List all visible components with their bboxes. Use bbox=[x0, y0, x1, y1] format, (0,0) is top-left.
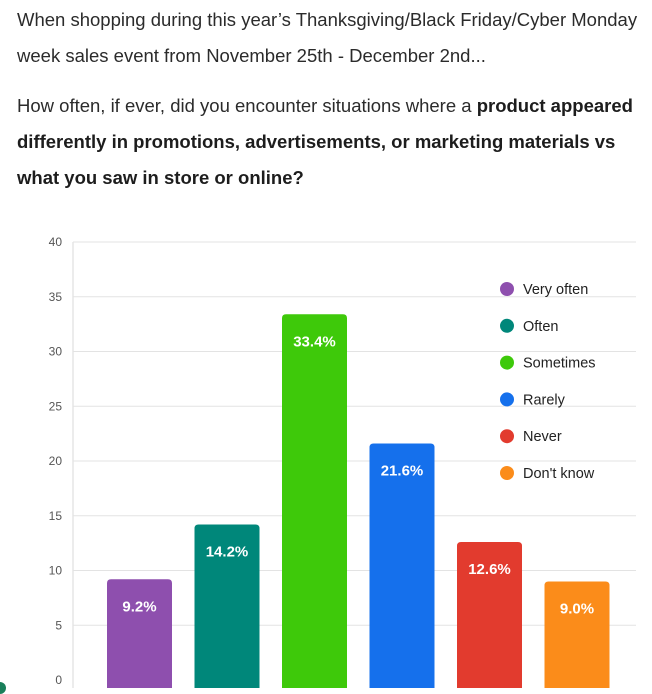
bar-don-t-know bbox=[544, 581, 610, 688]
question-prefix: How often, if ever, did you encounter si… bbox=[17, 95, 477, 116]
y-tick-label: 35 bbox=[49, 290, 63, 304]
legend-label: Sometimes bbox=[523, 356, 596, 372]
y-tick-label: 30 bbox=[49, 345, 63, 359]
y-tick-label: 10 bbox=[49, 564, 63, 578]
bar-often bbox=[194, 524, 260, 688]
bar-rarely bbox=[369, 443, 435, 688]
legend-swatch bbox=[500, 282, 514, 296]
data-label: 9.2% bbox=[122, 598, 156, 615]
bar-never bbox=[457, 542, 522, 688]
data-label: 33.4% bbox=[293, 333, 336, 350]
y-tick-label: 40 bbox=[49, 235, 63, 249]
question-bold: product appeared differently in promotio… bbox=[17, 95, 633, 188]
y-tick-label: 20 bbox=[49, 454, 63, 468]
legend-label: Rarely bbox=[523, 392, 566, 408]
legend-swatch bbox=[500, 318, 514, 333]
bar-very-often bbox=[107, 579, 172, 688]
y-tick-label: 25 bbox=[49, 399, 63, 413]
question-text: How often, if ever, did you encounter si… bbox=[17, 88, 642, 196]
legend-label: Never bbox=[523, 429, 562, 445]
legend-swatch bbox=[500, 392, 514, 407]
intro-text: When shopping during this year’s Thanksg… bbox=[17, 9, 638, 66]
data-label: 21.6% bbox=[381, 462, 424, 479]
legend-label: Very often bbox=[523, 282, 588, 298]
y-tick-label: 5 bbox=[55, 618, 62, 632]
legend-label: Don't know bbox=[523, 466, 595, 482]
data-label: 14.2% bbox=[206, 544, 249, 561]
legend-swatch bbox=[500, 429, 514, 444]
bar-sometimes bbox=[282, 314, 347, 688]
legend-swatch bbox=[500, 466, 514, 480]
data-label: 9.0% bbox=[560, 600, 594, 617]
data-label: 12.6% bbox=[468, 561, 511, 578]
y-tick-label: 15 bbox=[49, 509, 63, 523]
legend-swatch bbox=[500, 355, 514, 370]
y-tick-label: 0 bbox=[55, 673, 62, 687]
legend-label: Often bbox=[523, 319, 558, 335]
